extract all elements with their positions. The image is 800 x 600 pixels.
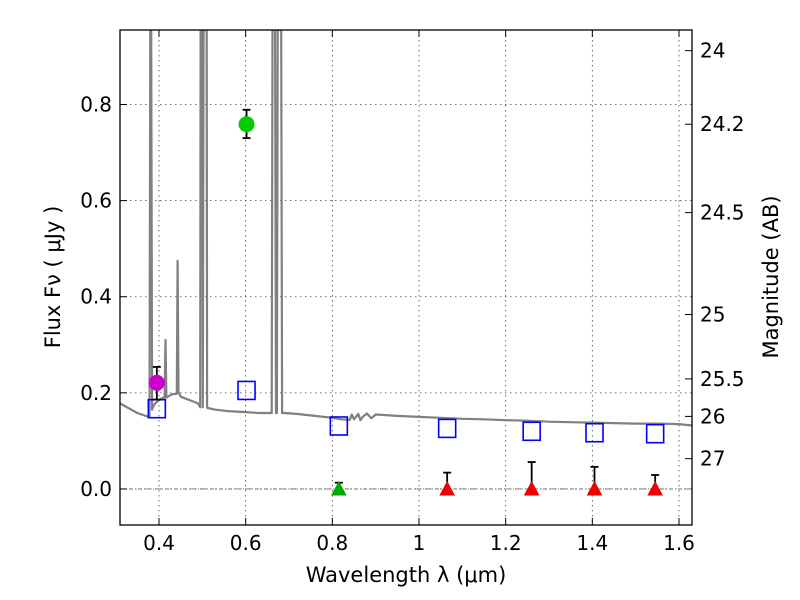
plot-layer <box>120 30 692 496</box>
x-tick-label: 0.8 <box>316 531 348 555</box>
x-tick-label: 1.6 <box>663 531 695 555</box>
sed-model-line <box>120 30 692 427</box>
model-flux-square <box>645 423 665 444</box>
right-tick-label: 25.5 <box>700 367 745 391</box>
y-axis-title: Flux Fν ( μJy ) <box>41 206 65 349</box>
y-tick-label: 0.6 <box>80 189 112 213</box>
x-tick-label: 0.6 <box>230 531 262 555</box>
x-axis-title: Wavelength λ (μm) <box>306 563 507 587</box>
upper-limit-triangle <box>647 480 664 496</box>
detection-point <box>238 116 255 133</box>
x-tick-label: 0.4 <box>143 531 175 555</box>
detection-point <box>148 374 165 391</box>
model-flux-square <box>329 416 349 436</box>
model-flux-square <box>585 422 604 443</box>
y-tick-label: 0.8 <box>80 92 112 116</box>
right-tick-label: 26 <box>700 404 725 428</box>
right-tick-label: 24 <box>700 39 725 63</box>
y-tick-label: 0.0 <box>80 477 112 501</box>
y-tick-label: 0.2 <box>80 381 112 405</box>
upper-limit-triangle <box>586 480 603 496</box>
right-tick-label: 25 <box>700 303 725 327</box>
right-tick-label: 24.2 <box>700 112 745 136</box>
right-axis-title: Magnitude (AB) <box>759 195 783 358</box>
x-tick-label: 1 <box>413 531 426 555</box>
grid-layer <box>120 30 692 525</box>
model-flux-square <box>237 380 256 401</box>
x-tick-label: 1.4 <box>576 531 608 555</box>
right-tick-label: 27 <box>700 447 725 471</box>
upper-limit-triangle <box>523 480 540 496</box>
upper-limit-triangle <box>330 480 347 496</box>
ticks-layer: 0.4 0.6 0.8 1 1.2 1.4 1.6 0.0 0.2 0.4 0.6 0.8 24 24.2… <box>80 30 745 555</box>
right-tick-label: 24.5 <box>700 201 745 225</box>
y-tick-label: 0.4 <box>80 285 112 309</box>
model-flux-square <box>437 418 457 439</box>
model-flux-square <box>522 421 541 442</box>
upper-limit-triangle <box>439 480 456 496</box>
plot-frame <box>119 29 693 526</box>
x-tick-label: 1.2 <box>490 531 522 555</box>
